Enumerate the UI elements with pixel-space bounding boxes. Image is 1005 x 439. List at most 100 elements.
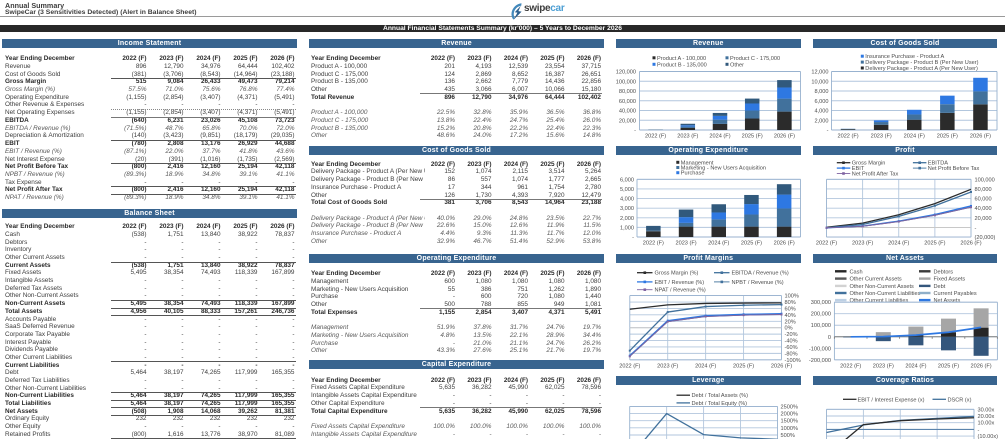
svg-text:20%: 20% bbox=[785, 319, 796, 325]
svg-text:Gross Margin (%): Gross Margin (%) bbox=[655, 271, 699, 277]
svg-text:2026 (F): 2026 (F) bbox=[774, 134, 795, 140]
svg-text:100,000: 100,000 bbox=[811, 323, 831, 329]
svg-text:-: - bbox=[827, 128, 829, 134]
svg-text:2022 (F): 2022 (F) bbox=[816, 241, 837, 247]
svg-text:NPAT / Revenue (%): NPAT / Revenue (%) bbox=[655, 288, 706, 294]
svg-text:Net Profit After Tax: Net Profit After Tax bbox=[852, 172, 899, 178]
svg-text:-: - bbox=[632, 235, 634, 241]
svg-text:(20,000): (20,000) bbox=[975, 235, 996, 241]
svg-text:EBITDA: EBITDA bbox=[928, 161, 948, 167]
svg-text:40,000: 40,000 bbox=[619, 109, 636, 115]
svg-text:NPBT / Revenue (%): NPBT / Revenue (%) bbox=[732, 280, 784, 286]
svg-text:2026 (F): 2026 (F) bbox=[774, 241, 795, 247]
svg-text:2025 (F): 2025 (F) bbox=[733, 363, 754, 369]
svg-text:2023 (F): 2023 (F) bbox=[677, 134, 698, 140]
svg-text:Other Non-Current Liabilities: Other Non-Current Liabilities bbox=[850, 291, 921, 297]
svg-text:100,000: 100,000 bbox=[616, 79, 636, 85]
svg-text:2022 (F): 2022 (F) bbox=[837, 134, 858, 140]
svg-text:Debtors: Debtors bbox=[934, 269, 954, 275]
svg-text:2023 (F): 2023 (F) bbox=[873, 363, 894, 369]
svg-text:EBIT / Revenue (%): EBIT / Revenue (%) bbox=[655, 280, 705, 286]
svg-text:300,000: 300,000 bbox=[811, 300, 831, 306]
svg-text:6,000: 6,000 bbox=[815, 99, 829, 105]
svg-text:80,000: 80,000 bbox=[619, 89, 636, 95]
svg-text:60%: 60% bbox=[785, 306, 796, 312]
svg-text:2026 (F): 2026 (F) bbox=[971, 363, 992, 369]
svg-text:1500%: 1500% bbox=[781, 419, 798, 425]
svg-text:4,000: 4,000 bbox=[815, 109, 829, 115]
svg-text:20,000: 20,000 bbox=[619, 118, 636, 124]
svg-text:2026 (F): 2026 (F) bbox=[970, 134, 991, 140]
svg-text:20.00x: 20.00x bbox=[978, 414, 995, 420]
svg-text:60,000: 60,000 bbox=[975, 197, 992, 203]
svg-text:20,000: 20,000 bbox=[975, 216, 992, 222]
svg-text:-20%: -20% bbox=[785, 332, 798, 338]
svg-text:10,000: 10,000 bbox=[811, 79, 828, 85]
svg-text:Product C - 175,000: Product C - 175,000 bbox=[730, 56, 780, 62]
svg-text:-80%: -80% bbox=[785, 351, 798, 357]
svg-text:2023 (F): 2023 (F) bbox=[657, 363, 678, 369]
svg-text:Current Payables: Current Payables bbox=[934, 291, 977, 297]
svg-text:3,000: 3,000 bbox=[620, 206, 634, 212]
svg-text:EBITDA / Revenue (%): EBITDA / Revenue (%) bbox=[732, 271, 789, 277]
svg-text:0%: 0% bbox=[785, 326, 793, 332]
svg-text:500%: 500% bbox=[781, 433, 795, 439]
svg-text:2025 (F): 2025 (F) bbox=[937, 134, 958, 140]
svg-text:40%: 40% bbox=[785, 313, 796, 319]
svg-text:5,000: 5,000 bbox=[620, 187, 634, 193]
svg-text:2024 (F): 2024 (F) bbox=[905, 363, 926, 369]
svg-text:12,000: 12,000 bbox=[811, 70, 828, 76]
svg-text:100%: 100% bbox=[785, 294, 799, 300]
svg-text:6,000: 6,000 bbox=[620, 177, 634, 183]
svg-text:0: 0 bbox=[828, 335, 831, 341]
svg-text:-60%: -60% bbox=[785, 345, 798, 351]
svg-text:60,000: 60,000 bbox=[619, 99, 636, 105]
svg-text:2022 (F): 2022 (F) bbox=[643, 241, 664, 247]
svg-text:-: - bbox=[978, 427, 980, 433]
svg-text:Debt / Total Equity (%): Debt / Total Equity (%) bbox=[692, 401, 748, 407]
svg-text:Cash: Cash bbox=[850, 269, 863, 275]
svg-text:2022 (F): 2022 (F) bbox=[645, 134, 666, 140]
svg-text:DSCR (x): DSCR (x) bbox=[948, 397, 972, 403]
svg-text:Purchase: Purchase bbox=[681, 171, 705, 177]
svg-text:2025 (F): 2025 (F) bbox=[741, 241, 762, 247]
svg-text:-40%: -40% bbox=[785, 339, 798, 345]
svg-text:1000%: 1000% bbox=[781, 426, 798, 432]
svg-text:Insurance Purchase - Product A: Insurance Purchase - Product A bbox=[865, 54, 944, 60]
svg-text:2025 (F): 2025 (F) bbox=[938, 363, 959, 369]
svg-text:EBIT / Interest Expense (x): EBIT / Interest Expense (x) bbox=[858, 397, 925, 403]
svg-text:200,000: 200,000 bbox=[811, 312, 831, 318]
svg-text:Gross Margin: Gross Margin bbox=[852, 161, 886, 167]
svg-text:Management: Management bbox=[681, 160, 714, 166]
svg-text:10.00x: 10.00x bbox=[978, 421, 995, 427]
svg-text:Other: Other bbox=[730, 62, 744, 68]
svg-text:2026 (F): 2026 (F) bbox=[960, 241, 981, 247]
svg-text:-200,000: -200,000 bbox=[809, 358, 831, 364]
svg-text:120,000: 120,000 bbox=[616, 70, 636, 76]
svg-text:-: - bbox=[975, 225, 977, 231]
svg-text:Fixed Assets: Fixed Assets bbox=[934, 277, 966, 283]
svg-text:Product A - 100,000: Product A - 100,000 bbox=[657, 56, 706, 62]
svg-text:40,000: 40,000 bbox=[975, 206, 992, 212]
svg-text:2025 (F): 2025 (F) bbox=[742, 134, 763, 140]
svg-text:2024 (F): 2024 (F) bbox=[695, 363, 716, 369]
svg-text:Other Non-Current Assets: Other Non-Current Assets bbox=[850, 284, 915, 290]
svg-text:2023 (F): 2023 (F) bbox=[871, 134, 892, 140]
svg-text:2023 (F): 2023 (F) bbox=[675, 241, 696, 247]
svg-text:8,000: 8,000 bbox=[815, 89, 829, 95]
svg-text:-: - bbox=[634, 128, 636, 134]
svg-text:Other Current Liabilities: Other Current Liabilities bbox=[850, 298, 909, 304]
svg-text:2000%: 2000% bbox=[781, 412, 798, 418]
svg-text:100,000: 100,000 bbox=[975, 177, 995, 183]
svg-text:Net Assets: Net Assets bbox=[934, 298, 961, 304]
svg-text:(10.00x): (10.00x) bbox=[978, 434, 999, 439]
svg-text:2026 (F): 2026 (F) bbox=[771, 363, 792, 369]
svg-text:Marketing - New Users Acquisit: Marketing - New Users Acquisition bbox=[681, 166, 766, 172]
svg-text:2024 (F): 2024 (F) bbox=[888, 241, 909, 247]
svg-text:EBIT: EBIT bbox=[852, 166, 865, 172]
svg-text:Debt / Total Assets (%): Debt / Total Assets (%) bbox=[692, 393, 749, 399]
svg-text:2500%: 2500% bbox=[781, 404, 798, 410]
svg-text:Other Current Assets: Other Current Assets bbox=[850, 277, 902, 283]
svg-text:Net Profit Before Tax: Net Profit Before Tax bbox=[928, 166, 980, 172]
svg-text:-100%: -100% bbox=[785, 358, 801, 364]
